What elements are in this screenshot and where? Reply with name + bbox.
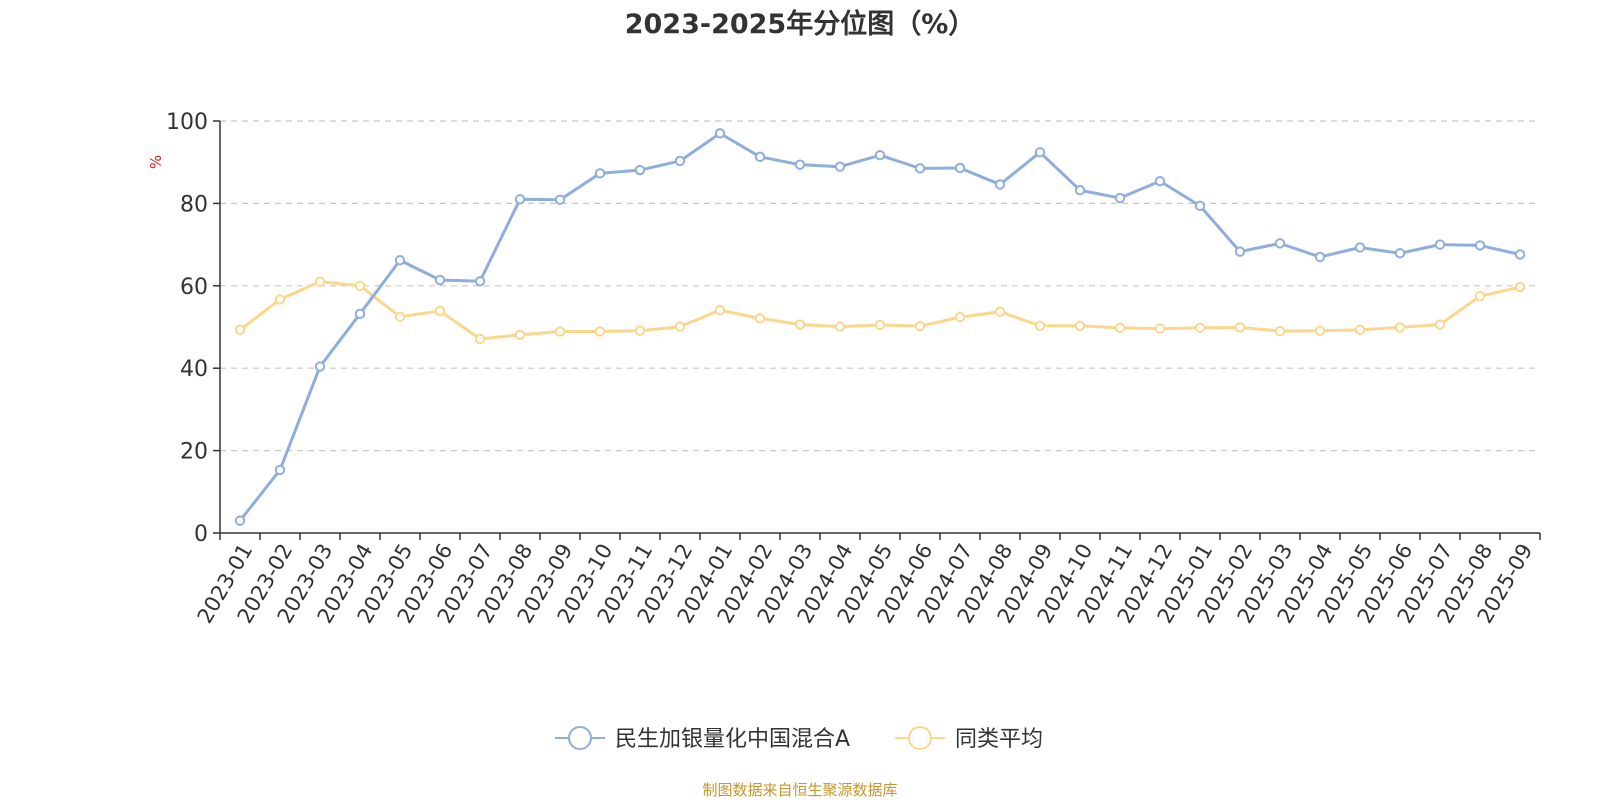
legend-item-0[interactable]: 民生加银量化中国混合A (555, 726, 850, 752)
data-point[interactable] (1234, 246, 1246, 257)
data-point[interactable] (1034, 147, 1046, 158)
data-point[interactable] (914, 320, 926, 332)
data-point[interactable] (434, 274, 446, 286)
data-point[interactable] (674, 155, 686, 167)
data-point[interactable] (1314, 251, 1326, 263)
y-axis-label: % (147, 155, 165, 169)
data-point[interactable] (554, 194, 566, 205)
data-point[interactable] (1354, 324, 1366, 336)
grid-lines (220, 120, 1540, 452)
data-point[interactable] (1394, 322, 1406, 333)
legend-label: 民生加银量化中国混合A (615, 727, 850, 752)
data-point[interactable] (1154, 175, 1166, 187)
data-point[interactable] (234, 324, 246, 336)
legend-marker (568, 726, 592, 750)
data-point[interactable] (794, 159, 806, 170)
legend-item-1[interactable]: 同类平均 (895, 726, 1043, 752)
data-point[interactable] (1274, 238, 1286, 249)
data-point[interactable] (1514, 281, 1526, 293)
data-point[interactable] (1034, 320, 1046, 331)
data-point[interactable] (1194, 200, 1206, 212)
data-point[interactable] (1114, 192, 1126, 204)
legend-label: 同类平均 (955, 727, 1043, 752)
data-point[interactable] (834, 161, 846, 172)
y-tick-label: 100 (166, 110, 208, 135)
legend[interactable]: 民生加银量化中国混合A 同类平均 (555, 726, 1043, 752)
data-point[interactable] (1154, 323, 1166, 334)
data-point[interactable] (1434, 319, 1446, 330)
data-point[interactable] (434, 305, 446, 317)
data-point[interactable] (1434, 239, 1446, 250)
y-tick-label: 40 (180, 357, 208, 382)
data-point[interactable] (474, 333, 486, 345)
data-point[interactable] (1114, 322, 1126, 334)
data-point[interactable] (354, 280, 366, 291)
data-point[interactable] (1474, 290, 1486, 302)
data-point[interactable] (714, 304, 726, 316)
data-point[interactable] (754, 313, 766, 324)
chart-title: 2023-2025年分位图（%） (624, 9, 976, 40)
data-point[interactable] (354, 308, 366, 320)
data-point[interactable] (594, 168, 606, 179)
data-point[interactable] (474, 276, 486, 287)
data-point[interactable] (754, 151, 766, 163)
data-point[interactable] (714, 128, 726, 139)
data-point[interactable] (394, 311, 406, 322)
data-point[interactable] (1514, 249, 1526, 260)
data-point[interactable] (1354, 242, 1366, 253)
data-point[interactable] (274, 464, 286, 476)
data-point[interactable] (794, 319, 806, 330)
data-point[interactable] (234, 515, 246, 526)
data-point[interactable] (634, 164, 646, 176)
data-point[interactable] (1194, 322, 1206, 334)
data-point[interactable] (514, 194, 526, 205)
data-point[interactable] (674, 321, 686, 332)
source-note: 制图数据来自恒生聚源数据库 (702, 781, 898, 799)
data-point[interactable] (314, 361, 326, 372)
data-point[interactable] (954, 162, 966, 174)
data-point[interactable] (1474, 240, 1486, 251)
data-point[interactable] (514, 329, 526, 341)
data-point[interactable] (874, 149, 886, 161)
data-point[interactable] (994, 179, 1006, 190)
data-point[interactable] (1074, 320, 1086, 331)
data-point[interactable] (1074, 185, 1086, 196)
data-point[interactable] (1274, 325, 1286, 337)
data-point[interactable] (594, 326, 606, 337)
data-point[interactable] (954, 311, 966, 323)
y-tick-label: 0 (194, 522, 208, 547)
data-point[interactable] (994, 306, 1006, 317)
series-lines (234, 128, 1526, 526)
data-point[interactable] (554, 326, 566, 337)
data-point[interactable] (394, 255, 406, 266)
data-point[interactable] (314, 276, 326, 287)
data-point[interactable] (1234, 322, 1246, 333)
y-tick-label: 80 (180, 192, 208, 217)
data-point[interactable] (1314, 325, 1326, 336)
series-line-1 (239, 280, 1521, 341)
data-point[interactable] (634, 325, 646, 336)
y-tick-label: 60 (180, 275, 208, 300)
legend-marker (908, 726, 932, 750)
data-point[interactable] (914, 163, 926, 174)
data-point[interactable] (274, 294, 286, 305)
data-point[interactable] (1394, 248, 1406, 259)
data-point[interactable] (874, 319, 886, 331)
y-tick-label: 20 (180, 440, 208, 465)
data-point[interactable] (834, 321, 846, 332)
